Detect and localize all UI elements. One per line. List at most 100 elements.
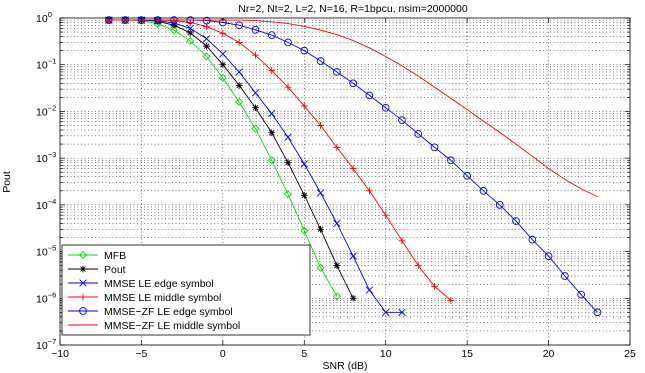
plus-marker [235,39,243,46]
legend-entry: MMSE−ZF LE middle symbol [68,320,240,332]
circle-marker [202,16,211,25]
star-marker [349,294,357,302]
diamond-marker [202,52,211,61]
diamond-marker [186,37,195,46]
x-marker [235,68,243,76]
y-tick-label: 10−3 [36,150,56,165]
y-tick-label: 10−4 [36,197,56,212]
star-marker [79,265,87,273]
x-marker [251,89,260,97]
legend-label: MMSE−ZF LE edge symbol [104,306,233,318]
circle-marker [333,68,341,76]
plus-marker [366,187,373,195]
legend-label: MMSE LE edge symbol [104,278,214,290]
star-marker [317,225,324,233]
legend: MFB Pout MMSE LE edge symbol MMSE LE middle… [61,244,311,336]
x-marker [267,109,276,118]
diamond-marker [251,124,260,133]
y-tick-label: 10−7 [36,337,56,352]
series-layer [104,16,602,317]
plus-marker [349,165,357,172]
diamond-marker [267,156,276,165]
star-marker [203,42,210,50]
plus-marker [252,51,259,59]
legend-entry: MMSE LE middle symbol [68,292,221,304]
star-marker [252,104,259,112]
x-tick-label: 0 [220,348,226,360]
x-marker [349,252,357,260]
circle-marker [414,130,423,138]
star-marker [235,82,243,89]
legend-label: Pout [104,264,126,276]
legend-box [61,244,311,336]
diamond-marker [235,97,244,106]
diamond-marker [316,263,325,272]
circle-marker [430,143,439,152]
circle-marker [267,31,276,39]
plus-marker [382,211,390,219]
x-marker [316,189,325,197]
circle-marker [463,171,471,180]
star-marker [268,129,276,137]
circle-marker [479,186,488,195]
circle-marker [235,21,243,30]
x-tick-label: 5 [301,348,307,360]
circle-marker [398,116,406,125]
x-tick-label: 10 [380,348,392,360]
plus-marker [317,122,324,129]
x-tick-label: 15 [461,348,473,360]
series-line [108,19,598,198]
x-marker [333,219,341,228]
plus-marker [447,297,455,304]
star-marker [333,262,341,270]
plus-marker [203,23,210,31]
legend-entry: MMSE−ZF LE edge symbol [68,306,233,318]
circle-marker [300,46,309,55]
x-axis-label: SNR (dB) [323,360,368,372]
plus-marker [268,67,276,74]
series-line [108,19,338,297]
circle-marker [365,91,374,100]
plus-marker [219,29,227,37]
circle-marker [512,217,520,225]
star-marker [219,61,227,69]
x-tick-label: 25 [624,348,636,360]
circle-marker [561,272,569,280]
legend-entry: MMSE LE edge symbol [68,278,214,290]
y-tick-label: 10−2 [36,103,56,118]
circle-marker [79,307,87,315]
x-marker [398,308,406,317]
diamond-marker [332,292,341,301]
circle-marker [349,79,357,88]
diamond-marker [300,226,309,235]
x-tick-label: 20 [543,348,555,360]
x-marker [365,286,374,294]
x-tick-label: −5 [135,348,147,360]
plus-marker [398,237,406,245]
x-tick-label: −10 [51,348,69,360]
plot-frame [59,17,631,346]
circle-marker [316,57,325,65]
star-marker [284,159,292,167]
circle-marker [284,38,292,47]
x-marker [219,50,227,58]
diamond-marker [78,250,88,260]
plus-marker [431,282,438,290]
legend-entry: MFB [68,250,126,262]
plus-marker [300,102,308,110]
circle-marker [251,25,260,34]
legend-entry: Pout [68,264,126,276]
plus-marker [333,143,341,151]
circle-marker [544,252,553,260]
y-tick-label: 10−5 [36,244,56,259]
star-marker [170,21,178,29]
circle-marker [447,156,455,165]
diamond-marker [137,16,146,25]
circle-marker [495,201,504,209]
plus-marker [284,83,292,91]
star-marker [300,191,308,199]
x-marker [202,35,211,43]
x-marker [186,24,195,33]
x-marker [381,308,390,317]
